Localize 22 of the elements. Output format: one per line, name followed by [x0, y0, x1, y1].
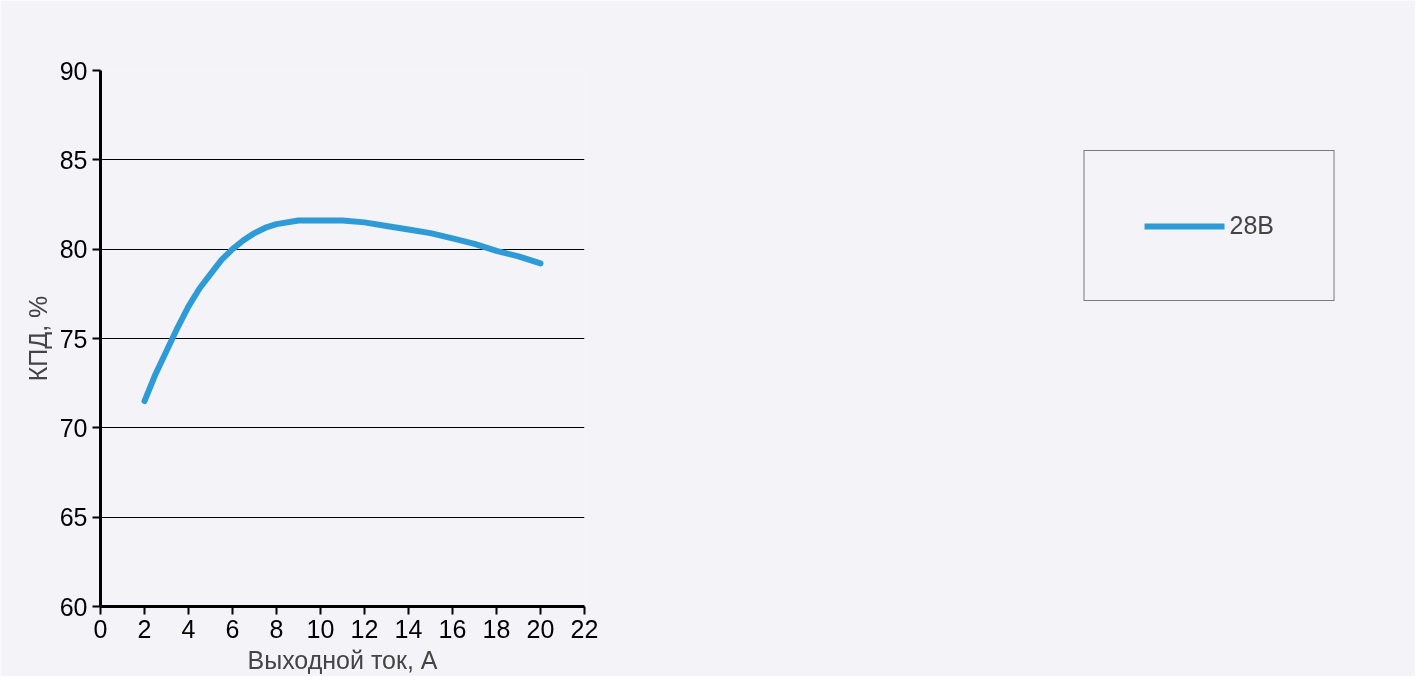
y-axis-title: КПД, %	[23, 295, 52, 382]
x-tick-label: 6	[225, 614, 240, 643]
x-tick-label: 12	[350, 614, 379, 643]
x-tick-label: 18	[482, 614, 511, 643]
x-tick-label: 20	[526, 614, 555, 643]
y-tick-label: 70	[59, 413, 88, 442]
x-tick-label: 0	[93, 614, 108, 643]
x-tick-label: 22	[570, 614, 599, 643]
x-tick-label: 2	[137, 614, 152, 643]
x-tick-label: 14	[394, 614, 423, 643]
y-tick-label: 75	[59, 324, 88, 353]
legend-label: 28В	[1229, 211, 1274, 240]
y-tick-label: 85	[59, 145, 88, 174]
x-axis-title: Выходной ток, А	[247, 645, 438, 674]
y-tick-label: 65	[59, 503, 88, 532]
y-tick-label: 80	[59, 235, 88, 264]
x-tick-label: 4	[181, 614, 196, 643]
x-tick-label: 16	[438, 614, 467, 643]
y-tick-label: 60	[59, 592, 88, 621]
x-tick-label: 10	[306, 614, 335, 643]
x-tick-label: 8	[269, 614, 284, 643]
y-tick-label: 90	[59, 56, 88, 85]
